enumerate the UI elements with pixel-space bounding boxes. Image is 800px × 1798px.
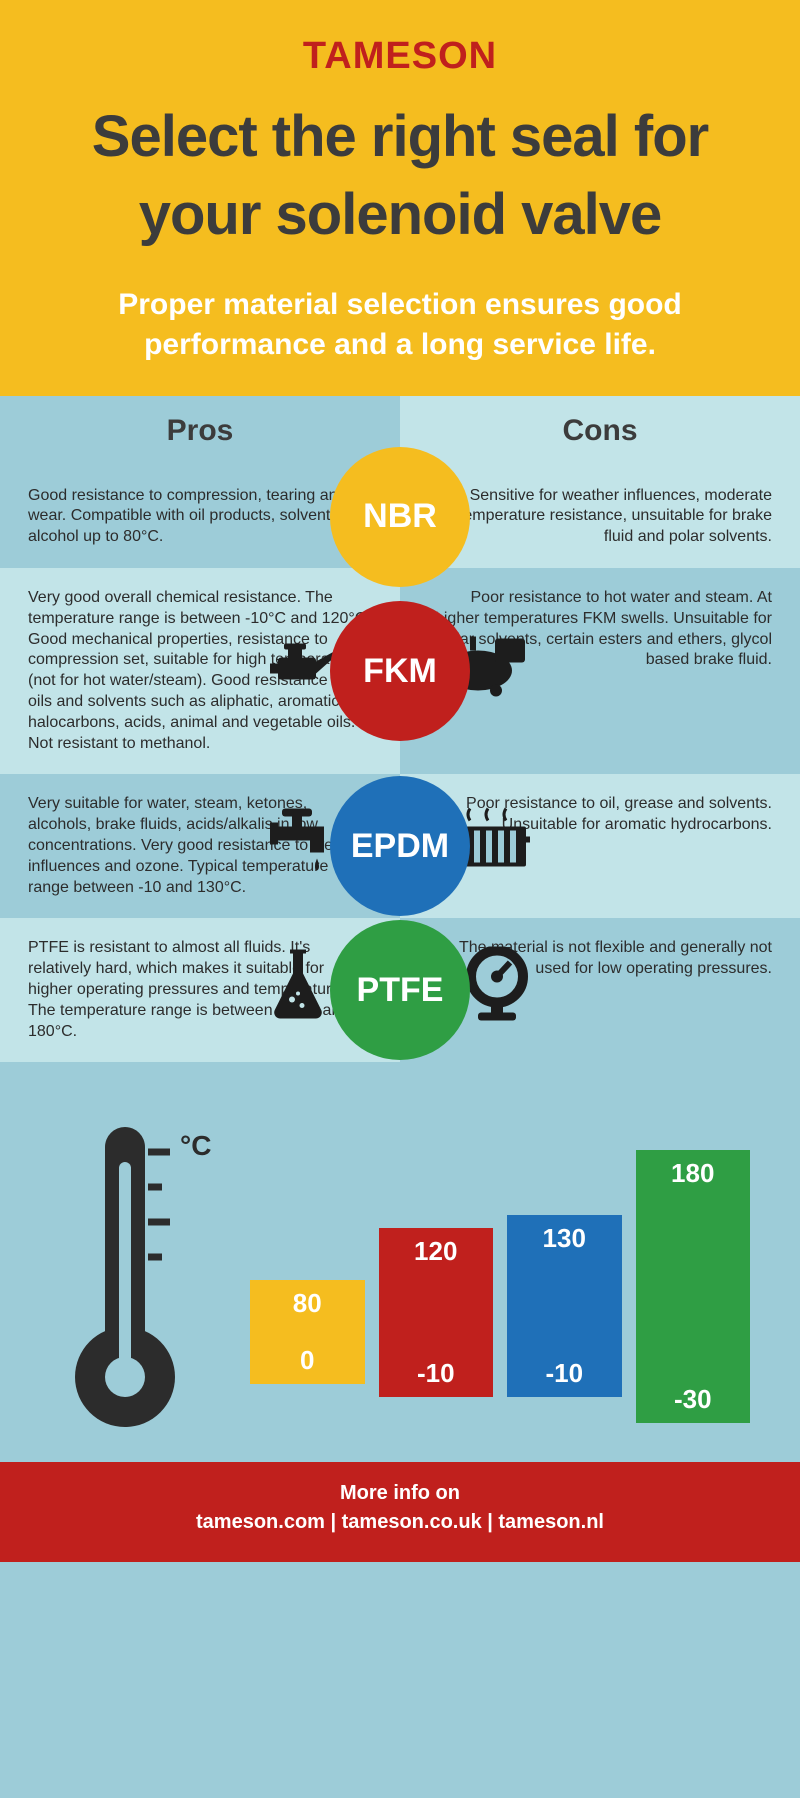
chart-bar-epdm: 130 -10: [507, 1215, 622, 1397]
material-badge-fkm: FKM: [330, 601, 470, 741]
brand: TAMESON: [30, 35, 770, 78]
bar-min-value: -10: [507, 1358, 622, 1389]
material-row-nbr: Good resistance to compression, tearing …: [0, 466, 800, 568]
gauge-icon: [464, 947, 530, 1034]
material-row-fkm: Very good overall chemical resistance. T…: [0, 568, 800, 774]
flask-icon: [270, 946, 326, 1035]
page-title: Select the right seal for your solenoid …: [30, 98, 770, 255]
header: TAMESON Select the right seal for your s…: [0, 0, 800, 396]
material-row-ptfe: PTFE is resistant to almost all fluids. …: [0, 918, 800, 1062]
material-rows: Good resistance to compression, tearing …: [0, 466, 800, 1063]
bar-max-value: 130: [507, 1223, 622, 1254]
chart-bar-nbr: 80 0: [250, 1280, 365, 1384]
material-badge-ptfe: PTFE: [330, 920, 470, 1060]
bar-max-value: 80: [250, 1288, 365, 1319]
bar-max-value: 180: [636, 1158, 751, 1189]
temperature-chart: °C 80 0 120 -10 130 -10 180 -30: [0, 1062, 800, 1462]
degree-unit: °C: [180, 1130, 211, 1162]
bar-min-value: -10: [379, 1358, 494, 1389]
bar-min-value: 0: [250, 1345, 365, 1376]
footer-sites: tameson.com | tameson.co.uk | tameson.nl: [10, 1511, 790, 1534]
footer-more: More info on: [10, 1482, 790, 1505]
material-badge-epdm: EPDM: [330, 776, 470, 916]
chart-bar-ptfe: 180 -30: [636, 1150, 751, 1423]
material-badge-nbr: NBR: [330, 447, 470, 587]
material-row-epdm: Very suitable for water, steam, ketones,…: [0, 774, 800, 918]
subtitle: Proper material selection ensures good p…: [30, 285, 770, 366]
footer: More info on tameson.com | tameson.co.uk…: [0, 1462, 800, 1562]
cons-heading: Cons: [400, 396, 800, 466]
thermometer-icon: [70, 1112, 180, 1432]
pros-heading: Pros: [0, 396, 400, 466]
bar-max-value: 120: [379, 1236, 494, 1267]
chart-bars: 80 0 120 -10 130 -10 180 -30: [250, 1092, 750, 1432]
chart-bar-fkm: 120 -10: [379, 1228, 494, 1397]
bar-min-value: -30: [636, 1384, 751, 1415]
